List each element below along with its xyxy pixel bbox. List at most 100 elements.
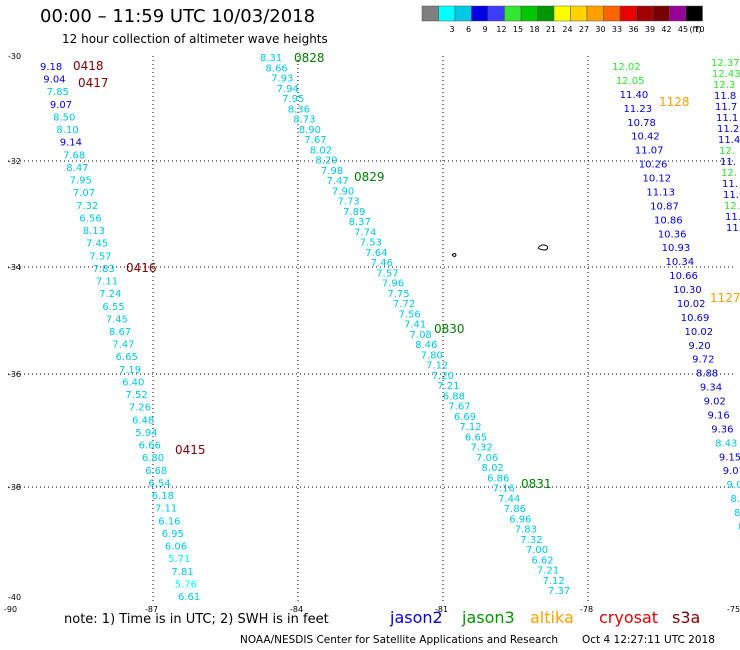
wave-height-value: 11.7 (715, 102, 737, 113)
units-note: note: 1) Time is in UTC; 2) SWH is in fe… (64, 612, 329, 627)
wave-height-value: 7.93 (271, 74, 293, 85)
wave-height-value: 7.45 (106, 314, 128, 325)
wave-height-value: 9.34 (700, 383, 722, 394)
wave-height-value: 8.02 (482, 463, 504, 474)
lon-label: -75 (727, 605, 740, 614)
track-right-altika: 12.02 12.05 11.40 11.23 10.78 10.42 11.07 10.26… (612, 62, 740, 533)
island-outlines (451, 244, 549, 257)
wave-height-value: 9.15 (719, 452, 740, 463)
colorbar-swatch (421, 5, 439, 22)
wave-height-value: 6.69 (454, 412, 476, 423)
pass-time-label: 0417 (78, 76, 109, 90)
wave-height-value: 8.7 (730, 494, 740, 505)
wave-height-value: 8.66 (266, 63, 288, 74)
wave-height-value: 7.98 (321, 166, 343, 177)
legend-altika: altika (530, 608, 574, 627)
colorbar-label: 3 (449, 25, 454, 34)
wave-height-value: 10.87 (650, 201, 679, 212)
pass-time-label: 1127 (710, 291, 740, 305)
colorbar-unit: (ft) (689, 25, 701, 34)
wave-height-value: 7.83 (93, 264, 115, 275)
wave-height-value: 10.36 (658, 229, 687, 240)
colorbar-swatch (685, 5, 703, 22)
lat-label: -38 (8, 483, 21, 492)
wave-height-value: 7.75 (387, 289, 409, 300)
colorbar-label: 21 (546, 25, 556, 34)
wave-height-value: 7.16 (493, 484, 515, 495)
colorbar-swatch (438, 5, 456, 22)
wave-height-value: 7.95 (282, 94, 304, 105)
wave-height-value: 10.30 (673, 285, 702, 296)
wave-height-value: 12.05 (616, 76, 645, 87)
page-title: 00:00 – 11:59 UTC 10/03/2018 (40, 6, 316, 27)
colorbar-swatch (520, 5, 538, 22)
wave-height-value: 6.54 (148, 478, 170, 489)
colorbar-swatch (619, 5, 637, 22)
wave-height-value: 6.48 (132, 415, 154, 426)
wave-height-value: 7.67 (448, 402, 470, 413)
wave-height-value: 7.86 (504, 504, 526, 515)
lat-label: -36 (8, 370, 21, 379)
wave-height-value: 7.21 (437, 381, 459, 392)
wave-height-value: 7.45 (86, 239, 108, 250)
colorbar-swatch (570, 5, 588, 22)
colorbar-label: 18 (529, 25, 539, 34)
wave-height-value: 9.02 (704, 397, 726, 408)
wave-height-value: 7.72 (393, 299, 415, 310)
wave-height-value: 12. (724, 201, 740, 212)
wave-height-value: 7.06 (476, 453, 498, 464)
wave-height-value: 7.12 (542, 576, 564, 587)
wave-height-value: 7.85 (47, 87, 69, 98)
lon-label: -87 (145, 605, 158, 614)
wave-height-value: 12. (721, 168, 737, 179)
wave-height-value: 12. (719, 146, 735, 157)
wave-height-value: 7.47 (326, 176, 348, 187)
wave-height-value: 5.71 (168, 554, 190, 565)
wave-height-value: 8.67 (109, 327, 131, 338)
wave-height-value: 8.88 (696, 369, 718, 380)
wave-height-value: 6.96 (509, 514, 531, 525)
wave-height-value: 8.50 (53, 112, 75, 123)
pass-time-label: 0418 (73, 59, 104, 73)
legend-jason2: jason2 (390, 608, 443, 627)
wave-height-value: 10.12 (643, 174, 672, 185)
wave-height-value: 7.57 (376, 268, 398, 279)
colorbar-swatch (471, 5, 489, 22)
wave-height-value: 6.61 (178, 592, 200, 603)
wave-height-value: 8.37 (349, 217, 371, 228)
colorbar-label: 42 (661, 25, 671, 34)
pass-time-label: 0831 (521, 477, 552, 491)
wave-height-value: 7.64 (365, 248, 387, 259)
lon-label: -84 (290, 605, 303, 614)
wave-height-value: 11.8 (714, 91, 736, 102)
wave-height-value: 11.07 (635, 146, 664, 157)
colorbar-label: 24 (562, 25, 572, 34)
wave-height-value: 10.02 (677, 299, 706, 310)
wave-height-value: 8.29 (315, 156, 337, 167)
wave-height-value: 9.01 (723, 466, 740, 477)
wave-height-value: 7.83 (515, 525, 537, 536)
pass-time-label: 0415 (175, 443, 206, 457)
wave-height-value: 7.56 (398, 309, 420, 320)
colorbar-label: 9 (482, 25, 487, 34)
wave-height-value: 6.65 (116, 352, 138, 363)
wave-height-value: 8.90 (299, 125, 321, 136)
colorbar-label: 39 (645, 25, 655, 34)
colorbar-swatch (504, 5, 522, 22)
track-edge-jason3: 12.3712.4312.311.811.711.111.211.412.11.… (711, 58, 740, 234)
lat-label: -34 (8, 263, 21, 272)
wave-height-value: 7.32 (520, 535, 542, 546)
wave-height-value: 7.94 (277, 84, 299, 95)
track-middle-jason3: 8.318.667.937.947.958.368.738.907.678.02… (260, 51, 570, 597)
wave-height-value: 6.16 (158, 516, 180, 527)
wave-height-value: 10.86 (654, 215, 683, 226)
pass-time-label: 0830 (434, 322, 465, 336)
pass-time-label: 1128 (659, 95, 690, 109)
wave-height-value: 6.86 (487, 473, 509, 484)
wave-height-value: 7.41 (404, 320, 426, 331)
wave-height-value: 9.20 (688, 341, 710, 352)
wave-height-value: 6.18 (152, 491, 174, 502)
wave-height-value: 11. (722, 179, 738, 190)
wave-height-value: 12.02 (612, 62, 641, 73)
